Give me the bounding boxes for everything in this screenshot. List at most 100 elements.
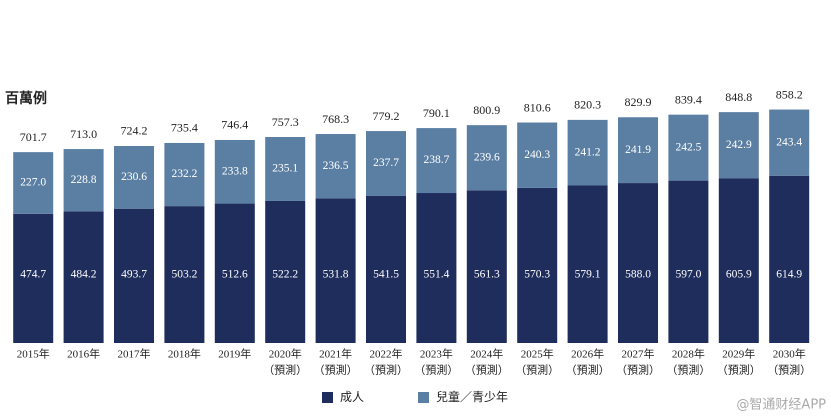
x-tick-label: 2020年	[269, 347, 302, 361]
value-label: 242.9	[726, 139, 752, 151]
value-label: 570.3	[524, 269, 550, 281]
bar-segment	[214, 203, 255, 343]
legend-label: 兒童／青少年	[436, 389, 508, 404]
legend-swatch	[322, 392, 333, 403]
x-tick-label: 2018年	[168, 347, 201, 361]
x-tick-label: （預測）	[515, 363, 559, 377]
bar-segment	[618, 117, 658, 184]
bar-segment	[214, 139, 255, 204]
value-label: 493.7	[121, 269, 147, 281]
bar-segment	[517, 187, 558, 343]
total-label: 779.2	[373, 109, 400, 123]
total-label: 848.8	[725, 90, 752, 104]
total-label: 858.2	[776, 87, 803, 101]
value-label: 233.8	[222, 165, 248, 177]
bar-segment	[63, 211, 104, 343]
total-label: 790.1	[423, 106, 450, 120]
bar-segment	[366, 195, 406, 343]
bar-segment	[416, 193, 457, 343]
bar-segment	[315, 134, 356, 199]
total-label: 820.3	[574, 98, 601, 112]
value-label: 238.7	[423, 154, 449, 166]
x-tick-label: （預測）	[767, 363, 811, 377]
x-tick-label: 2025年	[521, 347, 554, 361]
bar-segment	[466, 190, 507, 343]
bar-segment	[618, 183, 658, 343]
value-label: 235.1	[272, 163, 298, 175]
y-axis-label: 百萬例	[5, 90, 47, 107]
bar-segment	[164, 206, 205, 343]
value-label: 236.5	[323, 160, 349, 172]
total-label: 768.3	[322, 112, 349, 126]
bar-segment	[164, 142, 205, 207]
bar-segment	[366, 131, 406, 196]
value-label: 241.2	[575, 146, 601, 158]
x-tick-label: 2017年	[118, 347, 151, 361]
bar-segment	[416, 128, 457, 194]
bar-segment	[769, 109, 810, 176]
value-label: 579.1	[575, 269, 601, 281]
x-tick-label: 2016年	[67, 347, 100, 361]
x-tick-label: 2021年	[319, 347, 352, 361]
value-label: 551.4	[423, 269, 449, 281]
bar-segment	[13, 213, 54, 343]
x-tick-label: （預測）	[666, 363, 710, 377]
value-label: 230.6	[121, 171, 147, 183]
value-label: 541.5	[373, 269, 399, 281]
bar-segment	[517, 122, 558, 188]
value-label: 474.7	[20, 269, 46, 281]
x-tick-label: 2022年	[370, 347, 403, 361]
bar-segment	[114, 208, 154, 343]
value-label: 227.0	[20, 177, 46, 189]
watermark: @智通财经APP	[736, 398, 826, 413]
total-label: 800.9	[473, 103, 500, 117]
value-label: 242.5	[675, 141, 701, 153]
x-tick-label: 2023年	[420, 347, 453, 361]
value-label: 588.0	[625, 269, 651, 281]
total-label: 701.7	[20, 130, 47, 144]
total-label: 829.9	[625, 95, 652, 109]
value-label: 239.6	[474, 151, 500, 163]
value-label: 240.3	[524, 149, 550, 161]
x-tick-label: （預測）	[314, 363, 358, 377]
value-label: 241.9	[625, 144, 651, 156]
x-tick-label: （預測）	[465, 363, 509, 377]
value-label: 232.2	[171, 168, 197, 180]
value-label: 605.9	[726, 269, 752, 281]
value-label: 484.2	[71, 269, 97, 281]
value-label: 561.3	[474, 269, 500, 281]
total-label: 713.0	[70, 127, 97, 141]
value-label: 237.7	[373, 157, 399, 169]
x-tick-label: 2026年	[571, 347, 604, 361]
bar-segment	[13, 152, 54, 214]
value-label: 597.0	[675, 269, 701, 281]
total-label: 735.4	[171, 121, 198, 135]
legend-label: 成人	[340, 390, 364, 404]
x-tick-label: （預測）	[566, 363, 610, 377]
value-label: 531.8	[323, 269, 349, 281]
bar-segment	[567, 185, 608, 343]
x-tick-label: （預測）	[616, 363, 660, 377]
total-label: 746.4	[221, 118, 248, 132]
x-tick-label: 2027年	[622, 347, 655, 361]
total-label: 810.6	[524, 100, 551, 114]
x-tick-label: 2024年	[470, 347, 503, 361]
value-label: 512.6	[222, 269, 248, 281]
bar-segment	[668, 180, 709, 343]
value-label: 243.4	[776, 136, 802, 148]
bar-segment	[718, 178, 759, 343]
x-tick-label: 2029年	[722, 347, 755, 361]
x-tick-label: 2015年	[17, 347, 50, 361]
bar-segment	[718, 112, 759, 179]
bar-segment	[668, 114, 709, 181]
x-tick-label: 2019年	[218, 347, 251, 361]
value-label: 503.2	[171, 269, 197, 281]
x-tick-label: （預測）	[414, 363, 458, 377]
x-tick-label: 2030年	[773, 347, 806, 361]
bar-segment	[315, 198, 356, 343]
bar-segment	[466, 125, 507, 191]
value-label: 522.2	[272, 269, 298, 281]
value-label: 614.9	[776, 269, 802, 281]
total-label: 757.3	[272, 115, 299, 129]
